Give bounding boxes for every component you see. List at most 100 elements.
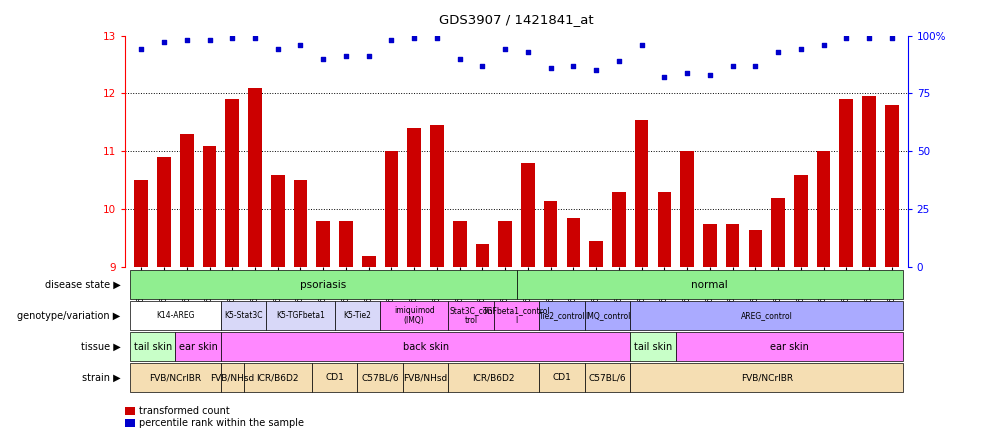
Point	[406, 34, 422, 41]
Point	[542, 64, 558, 71]
Bar	[357, 363, 403, 392]
Point	[201, 36, 217, 44]
Bar	[629, 332, 675, 361]
Text: percentile rank within the sample: percentile rank within the sample	[139, 418, 305, 428]
Text: psoriasis: psoriasis	[300, 280, 346, 289]
Bar	[130, 363, 220, 392]
Point	[701, 71, 717, 79]
Bar	[498, 221, 511, 267]
Point	[770, 48, 786, 56]
Bar	[157, 157, 170, 267]
Bar	[679, 151, 693, 267]
Text: ear skin: ear skin	[770, 342, 808, 352]
Bar	[316, 221, 330, 267]
Bar	[247, 87, 262, 267]
Bar	[794, 174, 807, 267]
Bar	[294, 180, 307, 267]
Bar	[453, 221, 466, 267]
Text: strain ▶: strain ▶	[81, 373, 120, 383]
Point	[723, 62, 739, 69]
Bar	[629, 301, 902, 330]
Point	[497, 46, 513, 53]
Bar	[584, 363, 629, 392]
Bar	[448, 301, 493, 330]
Bar	[539, 363, 584, 392]
Point	[156, 39, 172, 46]
Point	[270, 46, 286, 53]
Bar	[884, 105, 898, 267]
Bar	[225, 99, 238, 267]
Point	[860, 34, 876, 41]
Text: CD1: CD1	[325, 373, 344, 382]
Bar	[220, 301, 267, 330]
Point	[678, 69, 694, 76]
Text: normal: normal	[690, 280, 727, 289]
Point	[792, 46, 808, 53]
Bar	[448, 363, 539, 392]
Bar	[521, 163, 534, 267]
Point	[519, 48, 535, 56]
Point	[565, 62, 581, 69]
Bar	[271, 174, 285, 267]
Bar	[747, 230, 762, 267]
Point	[293, 41, 309, 48]
Point	[883, 34, 899, 41]
Point	[429, 34, 445, 41]
Text: IMQ_control: IMQ_control	[584, 311, 629, 320]
Bar	[634, 119, 648, 267]
Text: FVB/NHsd: FVB/NHsd	[403, 373, 447, 382]
Text: TGFbeta1_control
l: TGFbeta1_control l	[482, 306, 550, 325]
Bar	[312, 363, 357, 392]
Bar	[384, 151, 398, 267]
Point	[133, 46, 149, 53]
Bar	[267, 301, 335, 330]
Text: CD1: CD1	[552, 373, 571, 382]
Bar	[839, 99, 853, 267]
Text: genotype/variation ▶: genotype/variation ▶	[17, 311, 120, 321]
Bar	[475, 244, 489, 267]
Bar	[134, 180, 148, 267]
Bar	[702, 224, 716, 267]
Bar	[516, 270, 902, 299]
Point	[815, 41, 831, 48]
Point	[315, 55, 331, 62]
Bar	[566, 218, 579, 267]
Bar	[130, 332, 175, 361]
Text: Stat3C_con
trol: Stat3C_con trol	[449, 306, 492, 325]
Text: C57BL/6: C57BL/6	[588, 373, 625, 382]
Bar	[220, 332, 629, 361]
Text: AREG_control: AREG_control	[740, 311, 792, 320]
Text: ICR/B6D2: ICR/B6D2	[257, 373, 299, 382]
Bar	[771, 198, 785, 267]
Text: FVB/NHsd: FVB/NHsd	[210, 373, 255, 382]
Point	[746, 62, 763, 69]
Bar	[339, 221, 353, 267]
Text: disease state ▶: disease state ▶	[44, 280, 120, 289]
Bar	[130, 301, 220, 330]
Bar	[725, 224, 738, 267]
Bar	[175, 332, 220, 361]
Point	[587, 67, 603, 74]
Bar	[202, 146, 216, 267]
Bar	[629, 363, 902, 392]
Text: transformed count: transformed count	[139, 406, 229, 416]
Point	[655, 74, 671, 81]
Text: imiquimod
(IMQ): imiquimod (IMQ)	[394, 306, 434, 325]
Point	[178, 36, 194, 44]
Bar	[403, 363, 448, 392]
Bar	[816, 151, 830, 267]
Bar	[584, 301, 629, 330]
Text: K5-Tie2: K5-Tie2	[343, 311, 371, 320]
Bar	[493, 301, 539, 330]
Point	[838, 34, 854, 41]
Point	[246, 34, 263, 41]
Text: ICR/B6D2: ICR/B6D2	[472, 373, 515, 382]
Bar	[862, 96, 875, 267]
Bar	[657, 192, 670, 267]
Text: K14-AREG: K14-AREG	[156, 311, 194, 320]
Bar	[407, 128, 421, 267]
Text: Tie2_control: Tie2_control	[538, 311, 585, 320]
Bar	[589, 241, 602, 267]
Text: C57BL/6: C57BL/6	[361, 373, 399, 382]
Text: K5-TGFbeta1: K5-TGFbeta1	[276, 311, 325, 320]
